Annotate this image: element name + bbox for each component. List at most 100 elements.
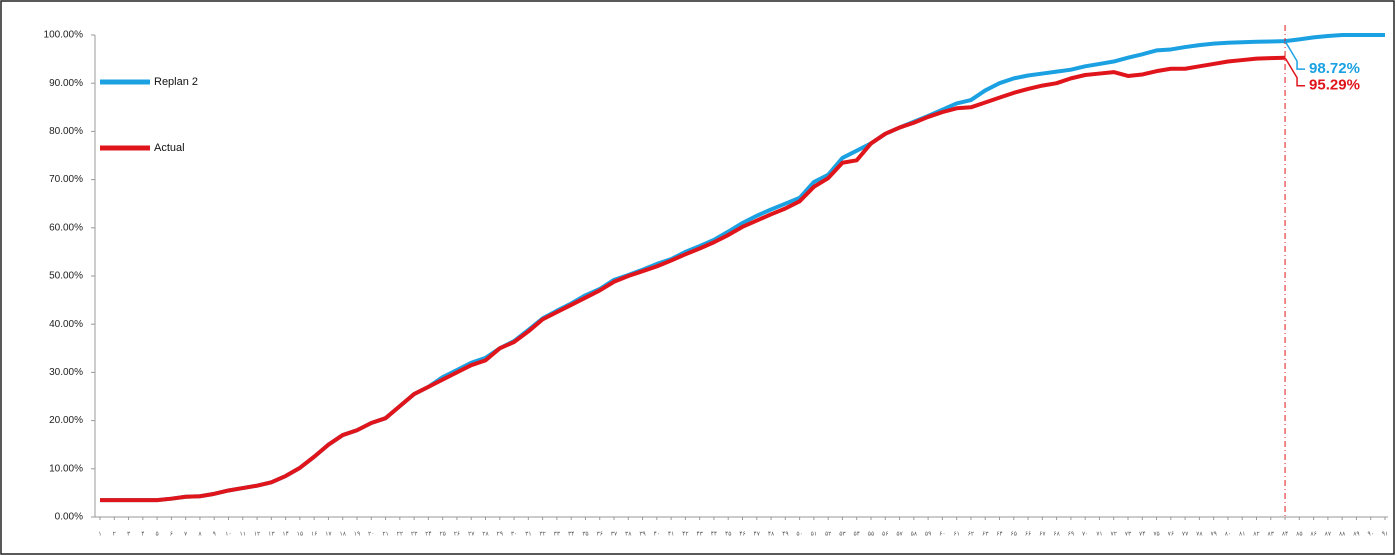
x-tick-label: ۸۷	[1325, 531, 1332, 538]
x-tick-label: ۲	[113, 531, 116, 538]
legend-label: Replan 2	[154, 76, 198, 88]
x-tick-label: ۷۶	[1168, 531, 1174, 538]
x-tick-label: ۴۵	[725, 531, 731, 538]
y-tick-label: 40.00%	[49, 319, 83, 330]
x-tick-label: ۶۴	[996, 531, 1002, 538]
y-tick-label: 60.00%	[49, 222, 83, 233]
x-tick-label: ۵	[155, 531, 158, 538]
x-tick-label: ۷۳	[1125, 531, 1132, 538]
x-tick-label: ۷۹	[1210, 531, 1216, 538]
x-tick-label: ۶۲	[968, 531, 974, 538]
x-tick-label: ۹۰	[1367, 531, 1373, 538]
x-tick-label: ۵۱	[811, 531, 817, 538]
x-tick-label: ۲۲	[397, 531, 403, 538]
x-tick-label: ۶۳	[982, 531, 989, 538]
x-tick-label: ۵۳	[839, 531, 846, 538]
x-tick-label: ۲۷	[468, 531, 475, 538]
y-tick-label: 70.00%	[49, 174, 83, 185]
x-tick-label: ۸۰	[1225, 531, 1231, 538]
x-tick-label: ۱۷	[325, 531, 332, 538]
x-tick-label: ۷۰	[1082, 531, 1088, 538]
x-tick-label: ۴۳	[696, 531, 703, 538]
data-label: 98.72%	[1309, 60, 1360, 77]
x-tick-label: ۱۳	[268, 531, 275, 538]
x-tick-label: ۶۶	[1025, 531, 1031, 538]
x-tick-label: ۷۸	[1196, 531, 1203, 538]
x-tick-label: ۳	[127, 531, 131, 538]
x-tick-label: ۶۷	[1039, 531, 1046, 538]
x-tick-label: ۶۱	[953, 531, 959, 538]
x-tick-label: ۱۸	[339, 531, 346, 538]
x-tick-label: ۱۹	[354, 531, 360, 538]
label-leader	[1284, 40, 1306, 70]
x-tick-label: ۳۳	[554, 531, 561, 538]
x-tick-label: ۸۵	[1296, 531, 1302, 538]
y-tick-label: 30.00%	[49, 367, 83, 378]
y-tick-label: 80.00%	[49, 126, 83, 137]
x-tick-label: ۶۹	[1068, 531, 1074, 538]
x-tick-label: ۲۵	[439, 531, 445, 538]
x-tick-label: ۳۴	[568, 531, 574, 538]
x-tick-label: ۸۶	[1310, 531, 1316, 538]
x-tick-label: ۶۸	[1053, 531, 1060, 538]
legend-label: Actual	[154, 142, 185, 154]
x-tick-label: ۵۶	[882, 531, 888, 538]
x-tick-label: ۱۱	[240, 531, 246, 538]
x-tick-label: ۳۱	[525, 531, 531, 538]
x-tick-label: ۳۹	[639, 531, 645, 538]
x-tick-label: ۲۶	[454, 531, 460, 538]
y-tick-label: 90.00%	[49, 78, 83, 89]
x-tick-label: ۷۲	[1110, 531, 1116, 538]
x-tick-label: ۴۰	[654, 531, 660, 538]
x-tick-label: ۱۴	[282, 531, 288, 538]
x-tick-label: ۷۵	[1153, 531, 1159, 538]
x-tick-label: ۱۲	[254, 531, 260, 538]
x-tick-label: ۵۸	[911, 531, 918, 538]
x-tick-label: ۹	[213, 531, 216, 538]
y-tick-label: 10.00%	[49, 463, 83, 474]
x-tick-label: ۷۱	[1096, 531, 1102, 538]
x-tick-label: ۷۴	[1139, 531, 1145, 538]
x-tick-label: ۲۱	[382, 531, 388, 538]
x-tick-label: ۳۶	[596, 531, 602, 538]
x-tick-label: ۴۶	[739, 531, 745, 538]
series-line	[100, 55, 1286, 503]
x-tick-label: ۱۵	[297, 531, 303, 538]
x-tick-label: ۳۸	[625, 531, 632, 538]
x-tick-label: ۲۰	[368, 531, 374, 538]
y-tick-label: 100.00%	[44, 30, 84, 41]
x-tick-label: ۳۰	[511, 531, 517, 538]
x-tick-label: ۵۰	[796, 531, 802, 538]
x-tick-label: ۴	[141, 531, 144, 538]
x-tick-label: ۸	[198, 531, 202, 538]
x-tick-label: ۵۹	[925, 531, 931, 538]
x-tick-label: ۵۷	[896, 531, 903, 538]
y-tick-label: 20.00%	[49, 415, 83, 426]
x-tick-label: ۱۰	[225, 531, 231, 538]
x-tick-label: ۱۶	[311, 531, 317, 538]
x-tick-label: ۸۹	[1353, 531, 1359, 538]
x-tick-label: ۶	[170, 531, 173, 538]
x-tick-label: ۴۸	[768, 531, 775, 538]
x-tick-label: ۸۸	[1339, 531, 1346, 538]
y-tick-label: 0.00%	[55, 512, 83, 523]
x-tick-label: ۲۹	[497, 531, 503, 538]
x-tick-label: ۸۱	[1239, 531, 1245, 538]
x-tick-label: ۵۲	[825, 531, 831, 538]
x-tick-label: ۳۵	[582, 531, 588, 538]
x-tick-label: ۴۱	[668, 531, 674, 538]
label-leader	[1284, 57, 1306, 87]
x-tick-label: ۸۴	[1282, 531, 1288, 538]
x-tick-label: ۲۴	[425, 531, 431, 538]
x-tick-label: ۶۵	[1011, 531, 1017, 538]
x-tick-label: ۹۱	[1382, 531, 1388, 538]
y-tick-label: 50.00%	[49, 271, 83, 282]
x-tick-label: ۴۲	[682, 531, 688, 538]
x-tick-label: ۴۷	[754, 531, 761, 538]
x-tick-label: ۸۲	[1253, 531, 1259, 538]
x-tick-label: ۲۳	[411, 531, 418, 538]
x-tick-label: ۷۷	[1182, 531, 1189, 538]
x-tick-label: ۶۰	[939, 531, 945, 538]
